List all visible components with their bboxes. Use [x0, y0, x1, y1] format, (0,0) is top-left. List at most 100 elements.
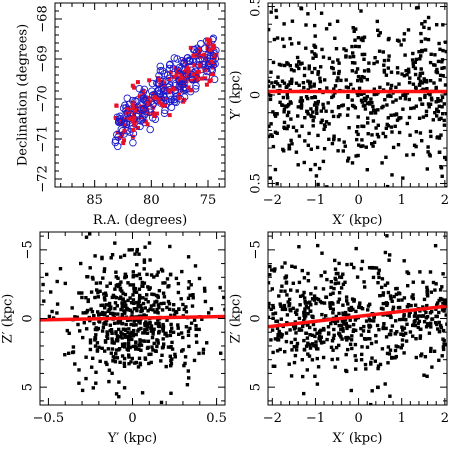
red-square-point [145, 98, 150, 103]
data-point [85, 327, 89, 331]
data-point [270, 134, 274, 138]
data-point [88, 232, 92, 236]
data-point [384, 73, 389, 77]
data-point [354, 70, 358, 74]
data-point [383, 134, 388, 139]
data-point [411, 280, 415, 284]
data-point [184, 310, 189, 314]
data-point [324, 295, 329, 299]
data-point [282, 44, 286, 49]
data-point [173, 313, 177, 317]
data-point [359, 333, 364, 337]
data-point [308, 84, 312, 88]
data-point [327, 56, 332, 61]
data-point [315, 382, 320, 386]
data-point [426, 37, 431, 42]
data-point [86, 298, 90, 302]
data-point [386, 58, 391, 62]
data-point [286, 96, 290, 100]
data-point [268, 84, 271, 88]
data-point [434, 87, 438, 91]
data-point [332, 333, 336, 337]
data-point [297, 245, 301, 249]
blue-circle-point [135, 84, 144, 93]
data-point [406, 303, 411, 307]
data-point [134, 318, 138, 322]
data-point [111, 359, 115, 363]
data-point [191, 293, 195, 297]
data-point [375, 19, 379, 24]
data-point [331, 60, 335, 64]
data-point [427, 152, 432, 157]
data-point [133, 287, 137, 291]
data-point [430, 309, 434, 314]
data-point [136, 365, 141, 369]
data-point [150, 292, 154, 296]
data-point [119, 330, 123, 334]
data-point [345, 299, 349, 303]
data-point [366, 116, 370, 120]
data-point [271, 85, 276, 89]
data-point [148, 258, 152, 262]
data-point [336, 300, 340, 304]
data-point [315, 331, 319, 335]
data-point [102, 269, 106, 274]
data-point [95, 349, 100, 353]
data-point [89, 307, 93, 311]
data-point [113, 287, 117, 291]
data-point [364, 367, 368, 371]
data-point [122, 361, 126, 365]
data-point [133, 344, 137, 349]
red-square-point [203, 76, 208, 81]
data-point [437, 104, 441, 108]
data-point [307, 354, 312, 358]
red-square-point [182, 81, 187, 86]
data-point [165, 318, 169, 322]
data-point [123, 327, 127, 332]
data-point [434, 100, 438, 104]
data-point [389, 94, 393, 99]
red-square-point [209, 72, 214, 77]
red-square-point [176, 68, 181, 73]
data-point [433, 111, 437, 115]
data-point [162, 295, 167, 299]
data-point [113, 306, 117, 311]
data-point [279, 304, 283, 308]
data-point [134, 332, 138, 337]
data-point [349, 388, 353, 393]
data-point [140, 280, 144, 285]
data-point [341, 312, 346, 317]
data-point [108, 329, 112, 333]
data-point [299, 328, 304, 332]
data-point [390, 324, 395, 328]
data-point [346, 94, 350, 98]
data-point [378, 362, 383, 367]
data-point [359, 358, 364, 362]
data-point [440, 60, 444, 64]
data-point [103, 306, 107, 310]
data-point [395, 66, 400, 70]
data-point [299, 106, 304, 110]
data-point [303, 66, 307, 71]
data-point [371, 104, 375, 109]
data-point [371, 108, 376, 112]
data-point [293, 353, 298, 358]
red-square-point [207, 79, 212, 84]
data-point [310, 96, 314, 100]
data-point [107, 368, 112, 372]
red-square-point [113, 116, 118, 120]
data-point [333, 84, 338, 88]
data-point [295, 344, 299, 348]
data-point [406, 28, 411, 32]
data-point [152, 275, 156, 279]
data-point [270, 287, 274, 291]
data-point [441, 347, 446, 352]
data-point [408, 310, 412, 314]
data-point [437, 117, 441, 122]
data-point [103, 291, 108, 295]
data-point [85, 310, 89, 314]
data-point [345, 338, 349, 342]
data-point [362, 280, 366, 284]
data-point [114, 284, 118, 288]
data-point [435, 303, 439, 307]
